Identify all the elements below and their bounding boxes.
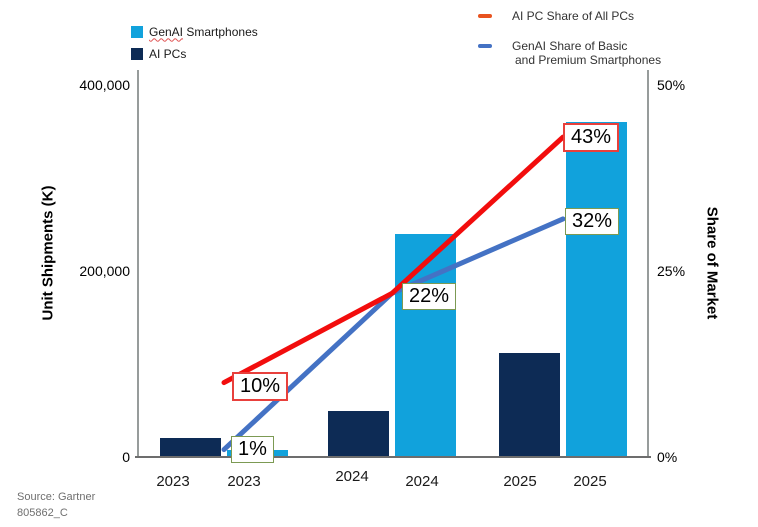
legend-item-label: GenAI Share of Basic and Premium Smartpho… [512,39,662,67]
data-label-1-percent: 1% [231,435,274,463]
x-axis-label: 2025 [573,473,607,490]
legend-bars: GenAI Smartphones AI PCs [131,25,258,69]
x-axis-label: 2025 [503,473,537,490]
x-axis-line [135,456,651,458]
x-axis-label: 2024 [335,468,369,485]
legend-lines: AI PC Share of All PCs GenAI Share of Ba… [478,9,661,83]
y-left-tick-label: 0 [122,449,130,465]
y-axis-title-right: Share of Market [703,206,721,320]
ai-pcs-swatch-icon [131,47,143,60]
legend-word-genai: GenAI [149,24,184,39]
source-line: Source: Gartner [17,491,96,503]
y-left-tick-label: 400,000 [79,77,130,93]
y-right-tick-label: 50% [657,77,686,93]
data-label-32-percent: 32% [565,207,620,235]
y-right-tick-label: 0% [657,449,678,465]
genai-smartphones-swatch-icon [131,25,143,38]
x-axis-label: 2023 [227,473,261,490]
legend-item-ai-pc-share: AI PC Share of All PCs [478,9,661,23]
source-note: Source: Gartner 805862_C [17,489,95,521]
data-label-10-percent: 10% [232,371,289,401]
data-label-43-percent: 43% [563,123,620,153]
bar-genai-smartphones-2025 [566,122,627,457]
bar-ai-pcs-2025 [499,352,560,457]
y-right-tick-label: 25% [657,263,686,279]
bar-ai-pcs-2024 [328,410,389,457]
x-axis-label: 2023 [156,473,190,490]
y-axis-title-left: Unit Shipments (K) [39,185,57,321]
data-label-22-percent: 22% [402,283,457,311]
legend-item-genai-share: GenAI Share of Basic and Premium Smartpho… [478,39,661,67]
legend-item-label: GenAI Smartphones [149,25,258,39]
legend-item-ai-pcs: AI PCs [131,46,258,61]
y-left-tick-label: 200,000 [79,263,130,279]
right-axis-line [647,70,649,458]
bar-genai-smartphones-2024 [395,233,456,457]
ai-pc-share-dash-icon [478,14,492,18]
source-id: 805862_C [17,507,68,519]
x-axis-label: 2024 [405,473,439,490]
genai-share-dash-icon [478,44,492,48]
legend-word-smartphones: Smartphones [183,24,258,39]
left-axis-line [137,70,139,458]
bar-ai-pcs-2023 [160,438,221,457]
legend-item-label: AI PC Share of All PCs [512,9,635,23]
legend-item-genai-smartphones: GenAI Smartphones [131,25,258,39]
line-ai-pc-share-of [221,134,566,386]
legend-item-label: AI PCs [149,46,187,61]
